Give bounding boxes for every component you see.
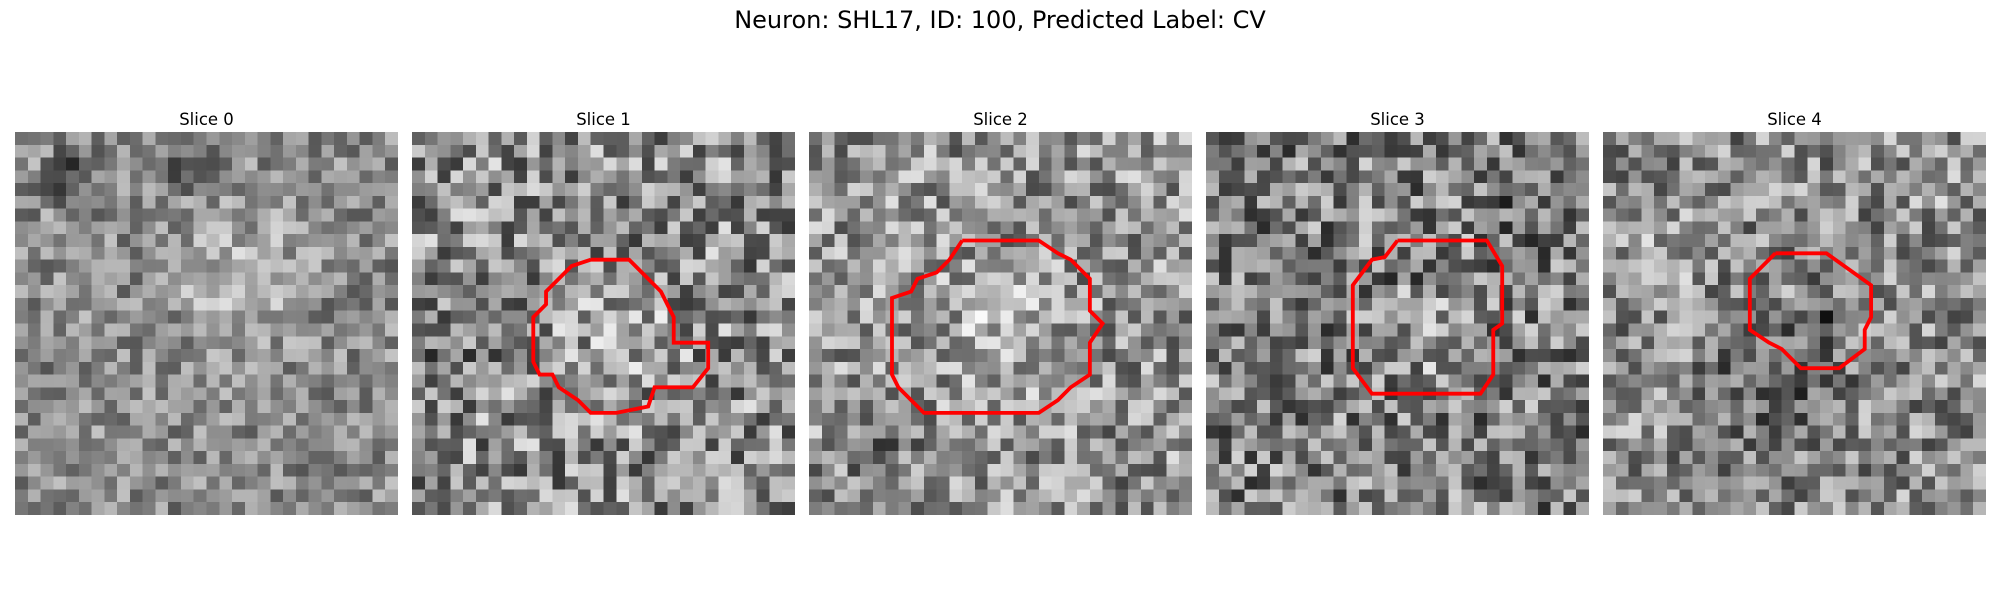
slice-panel-4: Slice 4 xyxy=(1603,108,1986,515)
roi-contour xyxy=(1350,238,1505,396)
roi-contour xyxy=(1747,251,1874,371)
roi-contour xyxy=(890,238,1106,415)
pixel-grid xyxy=(412,132,795,515)
slice-title: Slice 0 xyxy=(179,110,234,129)
slice-image xyxy=(809,132,1192,515)
slice-title: Slice 4 xyxy=(1767,110,1822,129)
slice-image xyxy=(412,132,795,515)
pixel-grid xyxy=(809,132,1192,515)
pixel-grid xyxy=(1206,132,1589,515)
slice-title: Slice 3 xyxy=(1370,110,1425,129)
slice-title: Slice 2 xyxy=(973,110,1028,129)
slice-panel-3: Slice 3 xyxy=(1206,108,1589,515)
slice-image xyxy=(1603,132,1986,515)
pixel-grid xyxy=(1603,132,1986,515)
roi-contour xyxy=(531,257,711,415)
slice-panel-2: Slice 2 xyxy=(809,108,1192,515)
pixel-grid xyxy=(15,132,398,515)
slice-title: Slice 1 xyxy=(576,110,631,129)
slice-panel-0: Slice 0 xyxy=(15,108,398,515)
slice-image xyxy=(1206,132,1589,515)
figure-title: Neuron: SHL17, ID: 100, Predicted Label:… xyxy=(734,6,1266,34)
slice-image xyxy=(15,132,398,515)
slice-panel-1: Slice 1 xyxy=(412,108,795,515)
